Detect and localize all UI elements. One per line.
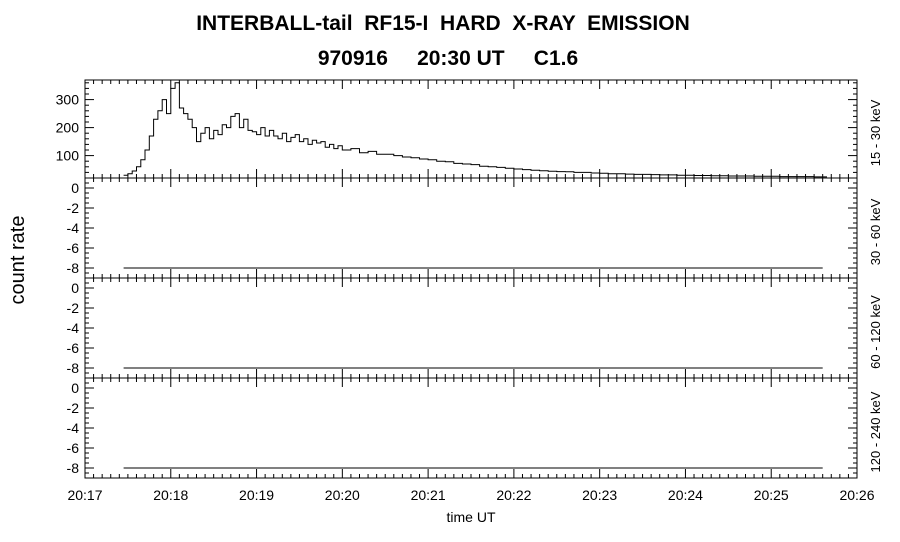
panel-frame <box>84 277 858 379</box>
y-tick-label: -6 <box>67 340 80 356</box>
y-tick-label: -4 <box>67 420 80 436</box>
panel-frame <box>84 377 858 479</box>
y-tick-label: -8 <box>67 260 80 276</box>
y-tick-label: -6 <box>67 240 80 256</box>
x-tick-label: 20:24 <box>668 487 703 503</box>
y-tick-label: -4 <box>67 320 80 336</box>
y-tick-label: 0 <box>71 380 79 396</box>
band-label: 30 - 60 keV <box>868 198 883 265</box>
y-tick-label: -8 <box>67 360 80 376</box>
x-tick-label: 20:23 <box>582 487 617 503</box>
y-tick-label: 300 <box>56 92 80 108</box>
panel-4 <box>84 377 858 479</box>
x-tick-label: 20:18 <box>153 487 188 503</box>
x-tick-label: 20:20 <box>325 487 360 503</box>
panel-3 <box>84 277 858 379</box>
y-tick-label: 100 <box>56 148 80 164</box>
y-tick-label: -4 <box>67 220 80 236</box>
x-tick-label: 20:25 <box>754 487 789 503</box>
y-tick-label: 0 <box>71 180 79 196</box>
x-tick-label: 20:26 <box>839 487 874 503</box>
series-line-1 <box>123 82 827 178</box>
band-label: 15 - 30 keV <box>868 99 883 166</box>
y-tick-label: -2 <box>67 400 80 416</box>
y-tick-label: -6 <box>67 440 80 456</box>
x-axis-title: time UT <box>447 509 496 525</box>
x-tick-label: 20:17 <box>67 487 102 503</box>
y-tick-label: 200 <box>56 120 80 136</box>
y-tick-label: -2 <box>67 300 80 316</box>
x-tick-label: 20:21 <box>411 487 446 503</box>
chart-subtitle: 970916 20:30 UT C1.6 <box>317 47 579 70</box>
band-label: 120 - 240 keV <box>868 391 883 472</box>
chart-title: INTERBALL-tail RF15-I HARD X-RAY EMISSIO… <box>196 12 690 35</box>
panel-1 <box>84 79 858 179</box>
y-tick-label: 0 <box>71 280 79 296</box>
band-label: 60 - 120 keV <box>868 295 883 369</box>
panel-frame <box>84 177 858 279</box>
y-tick-label: -2 <box>67 200 80 216</box>
x-tick-label: 20:19 <box>239 487 274 503</box>
panel-2 <box>84 177 858 279</box>
panel-frame <box>84 79 858 179</box>
x-tick-label: 20:22 <box>496 487 531 503</box>
y-tick-label: -8 <box>67 460 80 476</box>
y-axis-title: count rate <box>7 216 29 305</box>
